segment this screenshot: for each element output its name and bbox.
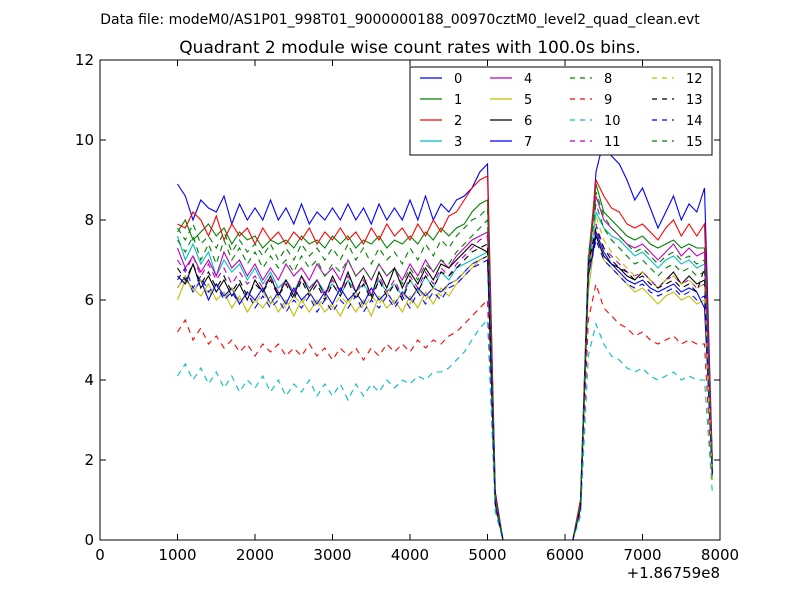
y-tick-label: 0: [84, 531, 94, 549]
legend-label-0: 0: [454, 72, 462, 87]
legend-label-2: 2: [454, 114, 462, 129]
series-line-9: [177, 281, 713, 541]
x-tick-label: 0: [95, 546, 105, 564]
series-line-6: [177, 234, 713, 541]
x-tick-label: 8000: [701, 546, 739, 564]
x-tick-label: 2000: [236, 546, 274, 564]
x-tick-label: 6000: [546, 546, 584, 564]
y-tick-label: 8: [84, 211, 94, 229]
series-line-13: [177, 226, 713, 541]
x-tick-label: 1000: [158, 546, 196, 564]
legend-frame: [409, 66, 713, 156]
series-line-2: [177, 175, 713, 541]
legend-label-12: 12: [686, 72, 703, 87]
legend-label-13: 13: [686, 93, 703, 108]
chart-suptitle: Data file: modeM0/AS1P01_998T01_90000001…: [100, 12, 700, 28]
legend-label-4: 4: [524, 72, 532, 87]
series-line-10: [177, 318, 713, 541]
legend-label-5: 5: [524, 93, 532, 108]
y-tick-label: 10: [75, 131, 94, 149]
x-tick-label: 7000: [623, 546, 661, 564]
x-tick-label: 3000: [313, 546, 351, 564]
axis-ticks: 0 1000 2000 3000 4000 5000 6000 7000 80000246810…: [75, 51, 739, 564]
y-tick-label: 2: [84, 451, 94, 469]
y-tick-label: 4: [84, 371, 94, 389]
legend-label-15: 15: [686, 135, 703, 150]
series-lines: [176, 138, 713, 541]
x-tick-label: 4000: [391, 546, 429, 564]
series-line-1: [177, 183, 713, 541]
series-line-14: [177, 238, 713, 541]
series-line-7: [177, 230, 713, 541]
legend-label-9: 9: [604, 93, 612, 108]
series-line-8: [177, 203, 713, 541]
legend-label-1: 1: [454, 93, 462, 108]
legend-label-7: 7: [524, 135, 532, 150]
legend-label-11: 11: [604, 135, 621, 150]
series-line-11: [177, 223, 713, 541]
legend-label-3: 3: [454, 135, 462, 150]
x-offset-label: +1.86759e8: [627, 564, 720, 582]
series-line-0: [177, 138, 713, 541]
series-line-3: [176, 210, 713, 541]
legend-label-8: 8: [604, 72, 612, 87]
y-tick-label: 12: [75, 51, 94, 69]
y-tick-label: 6: [84, 291, 94, 309]
legend-label-10: 10: [604, 114, 621, 129]
legend-label-14: 14: [686, 114, 703, 129]
legend-label-6: 6: [524, 114, 532, 129]
series-line-15: [177, 191, 713, 541]
x-tick-label: 5000: [468, 546, 506, 564]
chart-title: Quadrant 2 module wise count rates with …: [179, 38, 640, 58]
